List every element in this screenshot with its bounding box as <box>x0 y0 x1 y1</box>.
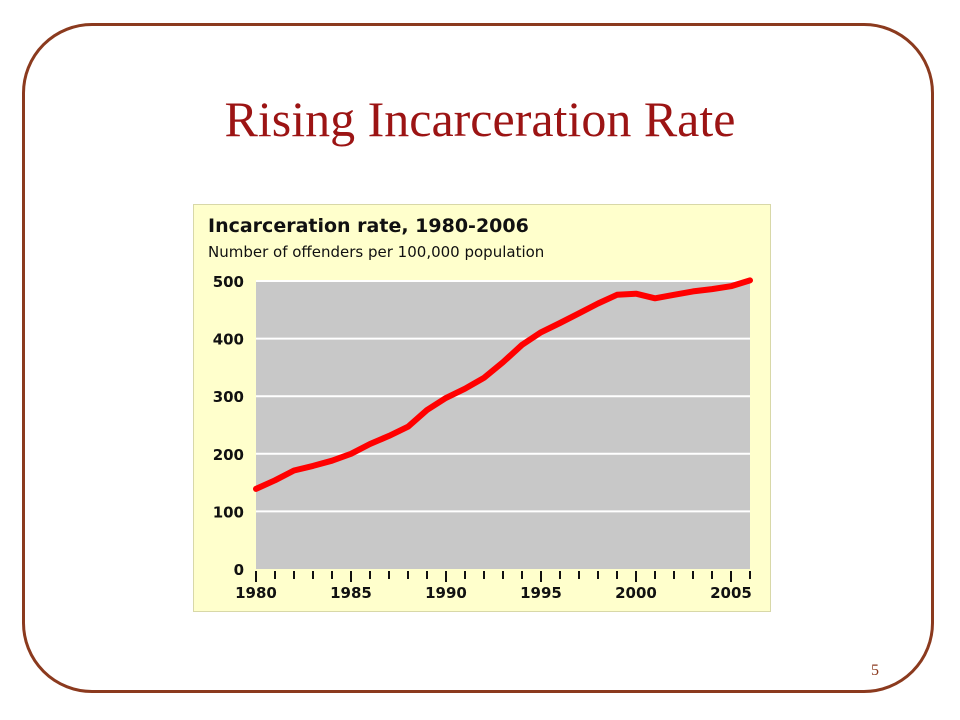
data-point <box>329 458 335 464</box>
chart-container: Incarceration rate, 1980-2006 Number of … <box>193 204 771 612</box>
data-point <box>690 288 696 294</box>
data-point <box>348 451 354 457</box>
data-point <box>709 286 715 292</box>
data-point <box>728 283 734 289</box>
y-tick-label: 200 <box>213 446 244 464</box>
x-axis-ticks <box>255 571 751 582</box>
data-point <box>291 468 297 474</box>
data-point <box>500 359 506 365</box>
x-tick-label: 2005 <box>710 584 752 602</box>
data-point <box>462 386 468 392</box>
grid-lines <box>256 280 750 513</box>
data-point <box>405 424 411 430</box>
y-tick-label: 100 <box>213 503 244 521</box>
slide-frame <box>22 23 934 693</box>
plot-area <box>256 281 750 569</box>
x-tick-label: 1980 <box>235 584 277 602</box>
chart-title: Incarceration rate, 1980-2006 <box>208 215 529 237</box>
x-tick-label: 1985 <box>330 584 372 602</box>
y-tick-label: 300 <box>213 388 244 406</box>
x-tick-label: 1990 <box>425 584 467 602</box>
data-point <box>310 463 316 469</box>
data-point <box>424 407 430 413</box>
data-point <box>272 477 278 483</box>
incarceration-line-chart: Incarceration rate, 1980-2006 Number of … <box>208 215 753 602</box>
data-point <box>557 320 563 326</box>
series-group <box>253 277 753 492</box>
data-point <box>538 329 544 335</box>
data-point <box>576 310 582 316</box>
chart-subtitle: Number of offenders per 100,000 populati… <box>208 243 544 261</box>
y-axis-labels: 0 100 200 300 400 500 <box>213 273 244 579</box>
data-point <box>652 295 658 301</box>
y-tick-label: 500 <box>213 273 244 291</box>
data-point <box>481 375 487 381</box>
data-point <box>386 433 392 439</box>
data-point <box>443 395 449 401</box>
x-tick-label: 2000 <box>615 584 657 602</box>
slide-title: Rising Incarceration Rate <box>224 91 736 147</box>
data-point <box>633 291 639 297</box>
data-point <box>367 441 373 447</box>
x-axis-labels: 1980 1985 1990 1995 2000 2005 <box>235 584 752 602</box>
data-point <box>614 292 620 298</box>
data-point <box>747 277 753 283</box>
y-tick-label: 400 <box>213 331 244 349</box>
page-number: 5 <box>871 662 879 679</box>
data-point <box>671 292 677 298</box>
data-point <box>519 342 525 348</box>
x-tick-label: 1995 <box>520 584 562 602</box>
y-tick-label: 0 <box>234 561 244 579</box>
data-point <box>253 486 259 492</box>
data-point <box>595 300 601 306</box>
